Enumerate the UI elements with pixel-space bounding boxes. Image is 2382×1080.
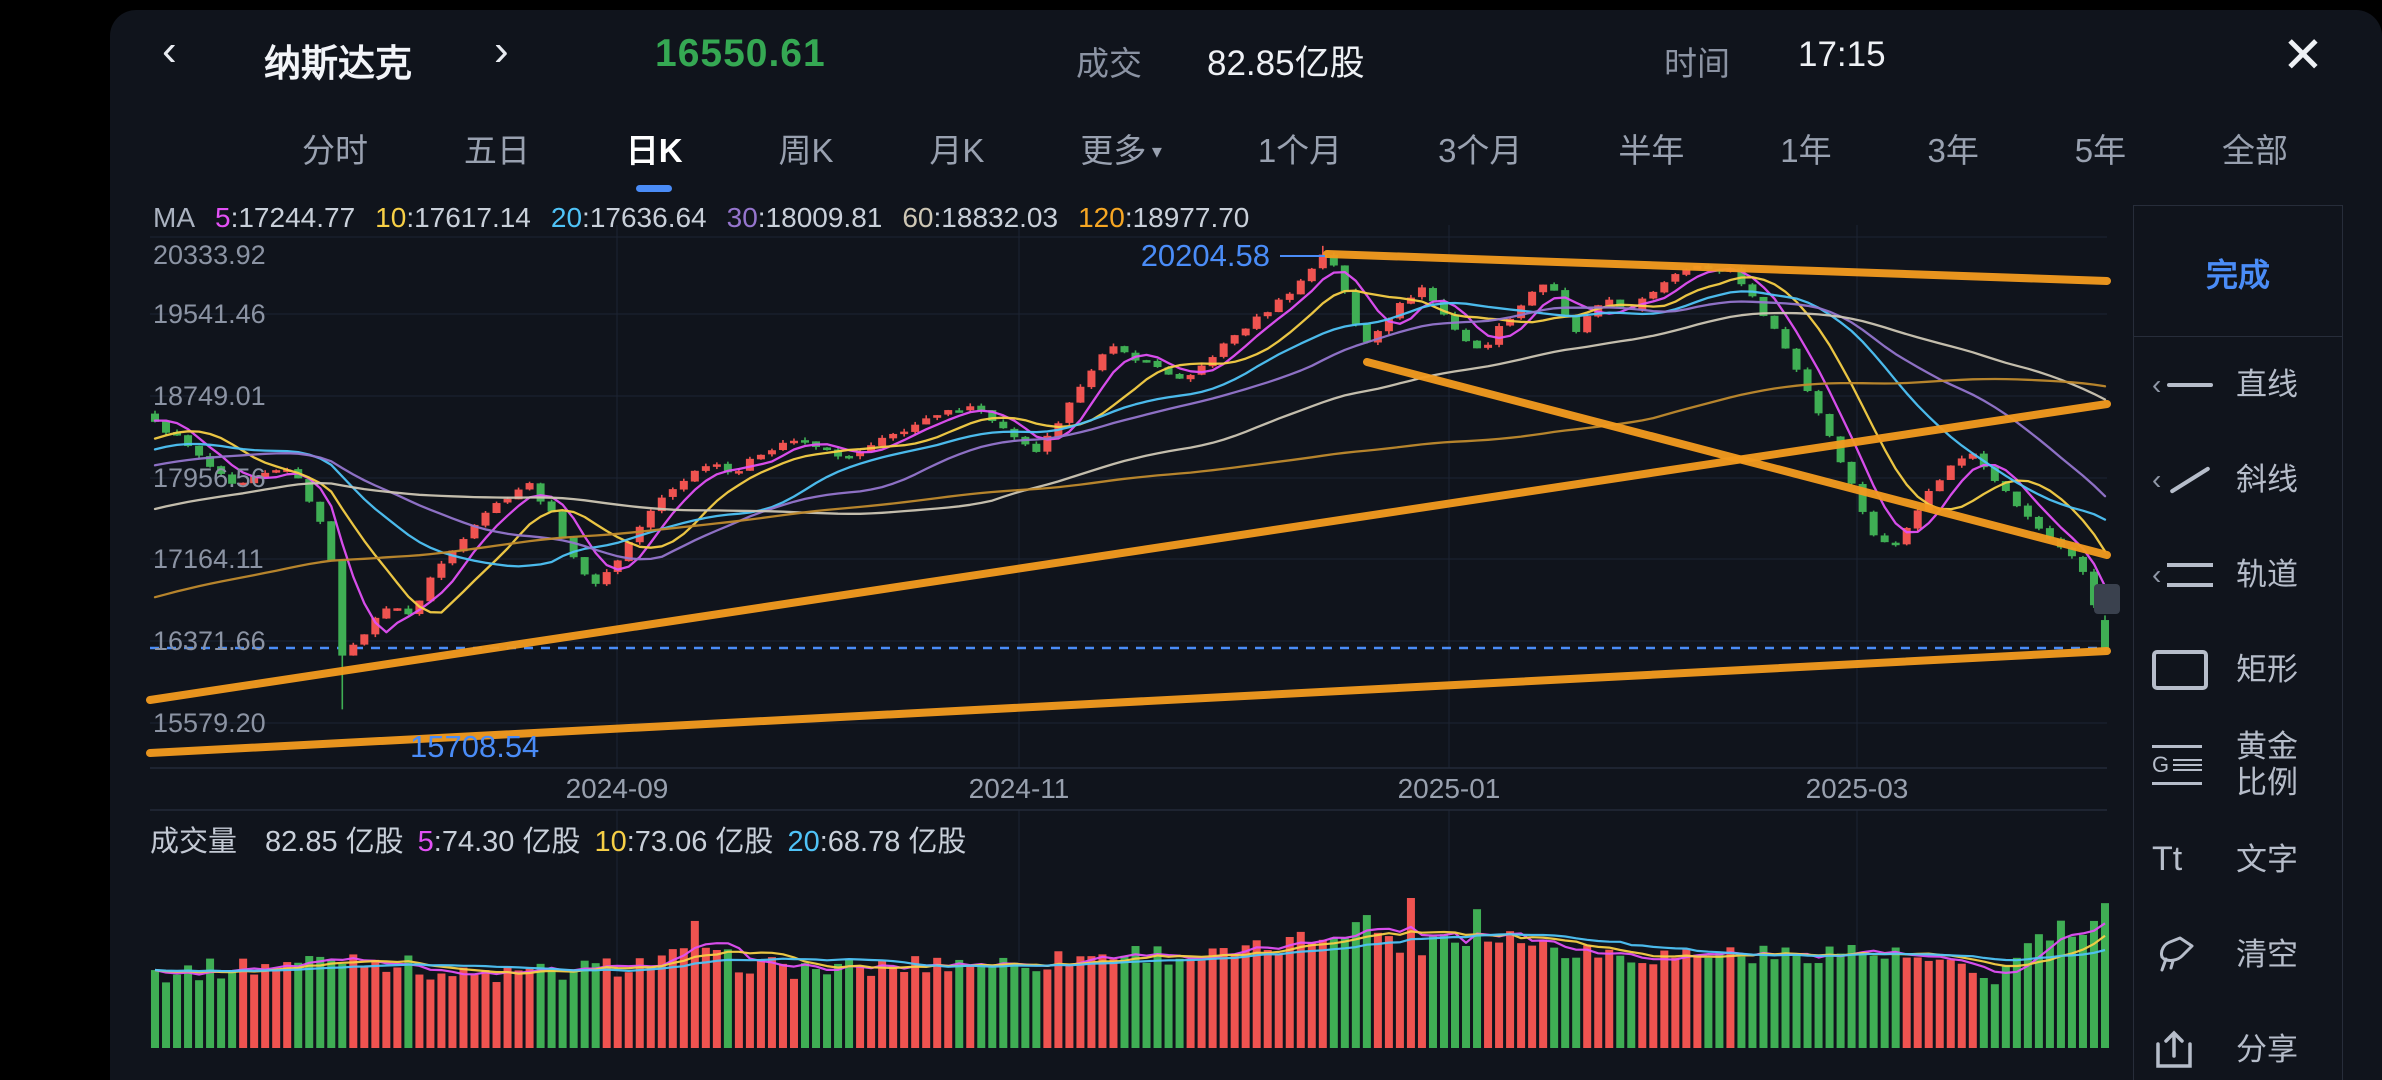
svg-text:16371.66: 16371.66 xyxy=(153,626,266,656)
tool-label: 直线 xyxy=(2236,366,2298,402)
tool-label: 分享 xyxy=(2236,1031,2298,1067)
ma-value-120: 120:18977.70 xyxy=(1078,202,1250,233)
ma-indicator-header: MA 5:17244.77 10:17617.14 20:17636.64 30:180… xyxy=(153,202,1249,234)
tool-文字[interactable]: Tt 文字 xyxy=(2134,812,2342,907)
tool-直线[interactable]: ‹ 直线 xyxy=(2134,337,2342,432)
tab-3年[interactable]: 3年 xyxy=(1927,132,1979,169)
volume-label: 成交量 xyxy=(150,826,238,858)
ma-value-5: 5:17244.77 xyxy=(215,202,356,233)
tab-全部[interactable]: 全部 xyxy=(2221,132,2288,169)
tab-五日[interactable]: 五日 xyxy=(463,132,530,169)
tool-轨道[interactable]: ‹ 轨道 xyxy=(2134,527,2342,622)
svg-text:15579.20: 15579.20 xyxy=(153,708,266,738)
tab-半年[interactable]: 半年 xyxy=(1618,132,1685,169)
expand-chevron-icon: ‹ xyxy=(2152,463,2162,495)
close-icon[interactable]: ✕ xyxy=(2282,27,2324,83)
tab-1个月[interactable]: 1个月 xyxy=(1257,132,1343,169)
svg-text:17956.56: 17956.56 xyxy=(153,463,266,493)
svg-text:2024-11: 2024-11 xyxy=(969,773,1070,804)
sidebar-divider xyxy=(2134,336,2342,337)
tab-周K[interactable]: 周K xyxy=(778,132,834,169)
drawing-tools-sidebar: 完成 ‹ 直线 ‹ 斜线 ‹ 轨道矩形 G 黄金 比例 Tt 文字清空分享 xyxy=(2133,205,2343,1080)
svg-text:20333.92: 20333.92 xyxy=(153,240,266,270)
svg-text:20204.58: 20204.58 xyxy=(1141,238,1270,273)
tool-label: 清空 xyxy=(2236,936,2298,972)
tool-label: 文字 xyxy=(2236,841,2298,877)
tab-1年[interactable]: 1年 xyxy=(1780,132,1832,169)
svg-text:2025-01: 2025-01 xyxy=(1398,773,1501,804)
ma-value-20: 20:17636.64 xyxy=(550,202,707,233)
tool-分享[interactable]: 分享 xyxy=(2134,1002,2342,1080)
active-tab-underline xyxy=(636,185,673,192)
tool-label: 矩形 xyxy=(2236,651,2298,687)
tool-label: 轨道 xyxy=(2236,556,2298,592)
time-value: 17:15 xyxy=(1798,35,1886,74)
tool-label: 黄金 比例 xyxy=(2236,728,2298,800)
dropdown-caret-icon: ▾ xyxy=(1146,141,1162,163)
tool-黄金比例[interactable]: G 黄金 比例 xyxy=(2134,717,2342,812)
expand-chevron-icon: ‹ xyxy=(2152,368,2162,400)
line-icon: ‹ xyxy=(2152,369,2236,401)
ma-value-10: 10:17617.14 xyxy=(375,202,531,233)
time-label: 时间 xyxy=(1664,45,1730,82)
clear-icon xyxy=(2152,932,2236,978)
volume-ma-20: 20:68.78 亿股 xyxy=(787,826,967,858)
share-icon xyxy=(2152,1030,2236,1070)
turnover-value: 82.85亿股 xyxy=(1207,44,1365,83)
volume-ma-10: 10:73.06 亿股 xyxy=(594,826,774,858)
tool-label: 斜线 xyxy=(2236,461,2298,497)
svg-text:2024-09: 2024-09 xyxy=(566,773,669,804)
svg-text:19541.46: 19541.46 xyxy=(153,299,266,329)
tab-日K[interactable]: 日K xyxy=(624,118,685,192)
volume-indicator-header: 成交量 82.85 亿股 5:74.30 亿股 10:73.06 亿股 20:68.78… xyxy=(150,818,966,860)
golden-icon: G xyxy=(2152,744,2236,785)
ma-prefix: MA xyxy=(153,202,195,233)
text-icon: Tt xyxy=(2152,840,2183,878)
svg-text:17164.11: 17164.11 xyxy=(153,544,264,574)
symbol-title: 纳斯达克 xyxy=(264,43,412,84)
tool-斜线[interactable]: ‹ 斜线 xyxy=(2134,432,2342,527)
tab-更多[interactable]: 更多 ▾ xyxy=(1080,132,1162,169)
diagonal-icon: ‹ xyxy=(2152,464,2236,496)
tab-3个月[interactable]: 3个月 xyxy=(1438,132,1523,169)
svg-text:2025-03: 2025-03 xyxy=(1806,773,1909,804)
volume-ma-5: 5:74.30 亿股 xyxy=(417,826,581,858)
tab-月K[interactable]: 月K xyxy=(929,132,985,169)
turnover-label: 成交 xyxy=(1076,45,1142,82)
ma-value-30: 30:18009.81 xyxy=(726,202,883,233)
prev-symbol-button[interactable]: ‹ xyxy=(162,26,177,75)
app-window xyxy=(110,10,2382,1080)
tool-清空[interactable]: 清空 xyxy=(2134,907,2342,1002)
done-button[interactable]: 完成 xyxy=(2205,257,2270,293)
volume-current: 82.85 亿股 xyxy=(265,826,404,858)
tab-分时[interactable]: 分时 xyxy=(302,132,368,169)
next-symbol-button[interactable]: › xyxy=(494,26,509,75)
svg-text:15708.54: 15708.54 xyxy=(410,729,539,764)
last-price: 16550.61 xyxy=(655,32,826,75)
svg-text:18749.01: 18749.01 xyxy=(153,381,266,411)
rect-icon xyxy=(2152,649,2236,690)
channel-icon: ‹ xyxy=(2152,559,2236,591)
tab-5年[interactable]: 5年 xyxy=(2074,132,2127,169)
period-tab-bar: 分时 五日 日K 周K 月K 更多 ▾ 1个月 3个月 半年 1年 3年 5年 全部 xyxy=(300,118,2290,192)
ma-value-60: 60:18832.03 xyxy=(902,202,1059,233)
expand-chevron-icon: ‹ xyxy=(2152,558,2162,590)
tool-矩形[interactable]: 矩形 xyxy=(2134,622,2342,717)
